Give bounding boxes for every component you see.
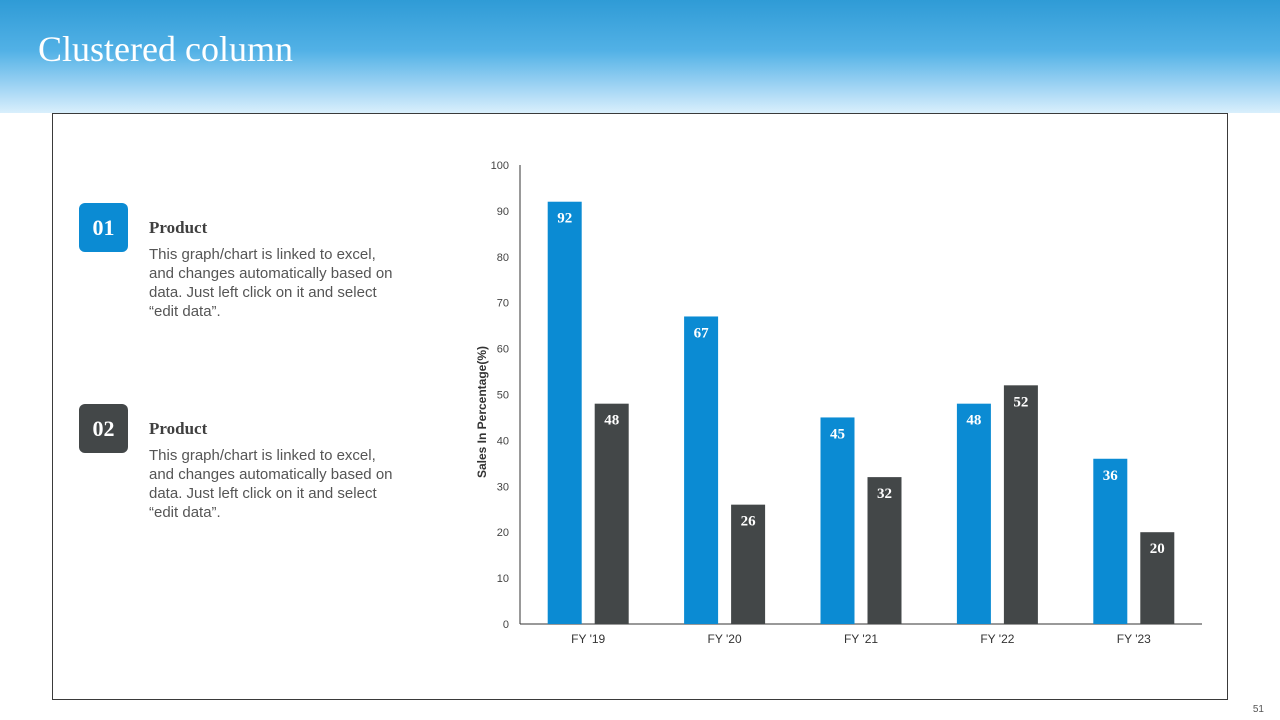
bar-series-1 [547,201,582,624]
slide-title: Clustered column [38,29,293,69]
legend-heading-02: Product [149,419,208,438]
x-tick-label: FY '20 [708,632,742,646]
data-label: 92 [557,211,572,227]
chart-axes: 0 10 20 30 40 50 60 70 80 90 100 FY '19 FY '20 FY '21… [491,160,1202,646]
legend-heading-01: Product [149,218,208,237]
chart-bars [547,201,1175,624]
x-tick-label: FY '21 [844,632,878,646]
y-tick-label: 10 [497,573,509,585]
y-tick-label: 60 [497,344,509,356]
bar-series-1 [956,403,991,624]
y-tick-label: 20 [497,527,509,539]
data-label: 26 [741,514,757,530]
bar-series-2 [594,403,629,624]
data-label: 48 [604,413,619,429]
number-badge-01: 01 [79,203,128,252]
data-label: 67 [694,325,710,341]
x-tick-label: FY '23 [1117,632,1151,646]
legend-description-02: This graph/chart is linked to excel, and… [149,447,393,521]
data-label: 45 [830,426,845,442]
chart-labels: 92 48 67 26 45 32 48 52 36 20 [557,211,1165,557]
y-tick-label: 30 [497,481,509,493]
bar-series-1 [684,316,719,624]
legend-description-01: This graph/chart is linked to excel, and… [149,246,393,320]
y-tick-label: 40 [497,435,509,447]
y-tick-label: 80 [497,252,509,264]
data-label: 32 [877,486,892,502]
y-axis-title: Sales In Percentage(%) [475,346,489,478]
y-tick-label: 70 [497,298,509,310]
bar-series-2 [1140,532,1175,624]
page-number: 51 [1252,704,1264,715]
legend-item-01: 01 Product This graph/chart is linked to… [79,203,409,333]
bar-series-2 [1003,385,1038,624]
legend-item-02: 02 Product This graph/chart is linked to… [79,404,409,534]
bar-series-1 [1093,458,1128,624]
y-tick-label: 90 [497,206,509,218]
data-label: 52 [1013,394,1028,410]
y-tick-label: 0 [503,619,509,631]
y-tick-label: 50 [497,390,509,402]
data-label: 20 [1150,541,1165,557]
bar-series-2 [867,477,902,624]
y-tick-label: 100 [491,160,509,172]
data-label: 36 [1103,468,1119,484]
x-tick-label: FY '22 [980,632,1014,646]
number-badge-02: 02 [79,404,128,453]
bar-series-2 [731,504,766,624]
data-label: 48 [966,413,981,429]
header-band [0,0,1280,113]
x-tick-label: FY '19 [571,632,605,646]
bar-series-1 [820,417,855,624]
